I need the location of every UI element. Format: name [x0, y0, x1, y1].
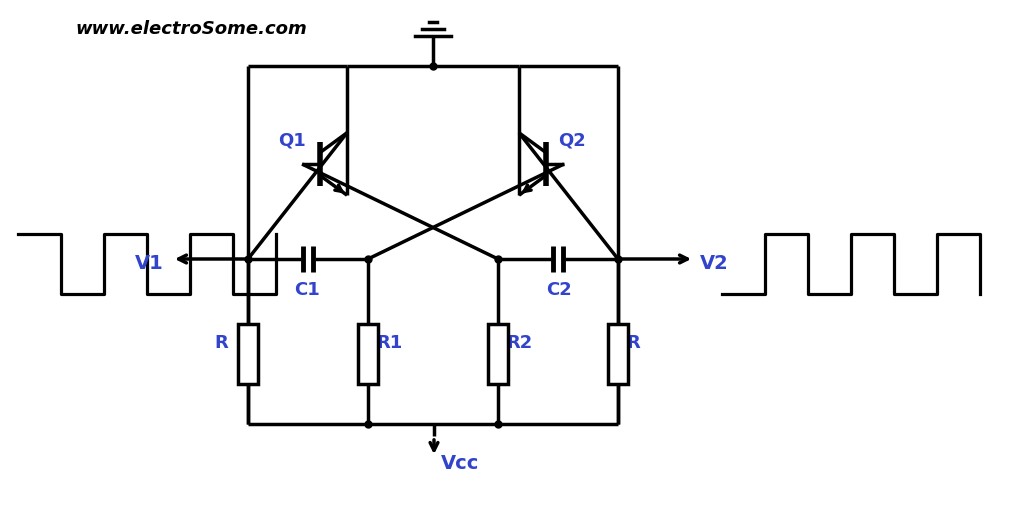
Text: R: R [626, 334, 640, 352]
Bar [238, 324, 258, 384]
Bar [608, 324, 628, 384]
Text: V2: V2 [700, 254, 729, 273]
Text: R1: R1 [376, 334, 402, 352]
Text: V1: V1 [135, 254, 164, 273]
Text: R2: R2 [506, 334, 532, 352]
Text: Q1: Q1 [278, 132, 306, 150]
Text: Q2: Q2 [558, 132, 586, 150]
Text: R: R [214, 334, 227, 352]
Text: Vcc: Vcc [441, 454, 479, 473]
Bar [358, 324, 378, 384]
Text: www.electroSome.com: www.electroSome.com [75, 20, 307, 38]
Text: C2: C2 [546, 281, 571, 299]
Bar [488, 324, 508, 384]
Text: C1: C1 [294, 281, 319, 299]
